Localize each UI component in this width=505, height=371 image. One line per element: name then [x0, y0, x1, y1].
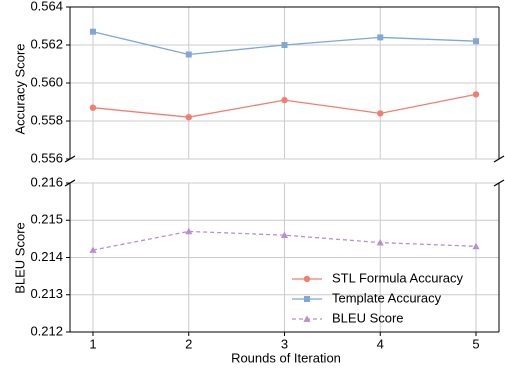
y-axis-title-bottom: BLEU Score	[12, 222, 27, 294]
legend-label: Template Accuracy	[332, 290, 442, 305]
data-point	[472, 91, 480, 98]
panel-bottom: 0.212 0.213 0.214 0.215 0.216	[30, 174, 500, 338]
axis-break-mark	[64, 179, 76, 187]
y-tick-label: 0.213	[30, 286, 63, 301]
axis-break-mark	[493, 179, 505, 187]
y-tick-label: 0.215	[30, 212, 63, 227]
y-tick-label: 0.556	[30, 150, 63, 165]
y-axis-title-top: Accuracy Score	[12, 43, 27, 134]
panel-top: 0.556 0.558 0.560 0.562 0.564	[30, 0, 500, 165]
axis-break-mark	[493, 155, 505, 163]
x-tick-label: 2	[185, 336, 192, 351]
y-tick-label: 0.560	[30, 74, 63, 89]
data-point	[376, 239, 384, 246]
x-tick-label: 3	[281, 336, 288, 351]
data-point	[185, 51, 192, 58]
data-point	[89, 104, 97, 111]
data-point	[185, 114, 192, 121]
data-point	[281, 42, 288, 48]
y-tick-label: 0.564	[30, 0, 63, 13]
legend-marker	[303, 315, 311, 322]
data-point	[472, 242, 480, 250]
data-point	[377, 110, 384, 117]
y-tick-label: 0.214	[30, 249, 63, 264]
data-point	[281, 96, 288, 104]
data-point	[89, 246, 97, 253]
y-tick-label: 0.562	[30, 36, 63, 51]
data-point	[377, 34, 384, 41]
x-axis-title: Rounds of Iteration	[231, 350, 341, 365]
data-point	[473, 38, 480, 45]
y-tick-label: 0.212	[30, 323, 63, 338]
legend-label: BLEU Score	[332, 310, 404, 325]
data-point	[89, 28, 96, 35]
data-point	[280, 231, 289, 239]
x-tick-label: 5	[472, 336, 479, 351]
y-tick-label: 0.558	[30, 112, 63, 127]
x-tick-label: 1	[89, 336, 96, 351]
legend-marker	[303, 275, 311, 283]
legend-label: STL Formula Accuracy	[332, 270, 464, 285]
axis-break-mark	[64, 155, 76, 163]
legend-marker	[304, 296, 310, 302]
x-tick-label: 4	[377, 336, 384, 351]
data-point	[185, 227, 193, 235]
series-line	[92, 230, 477, 251]
y-tick-label: 0.216	[30, 174, 63, 189]
